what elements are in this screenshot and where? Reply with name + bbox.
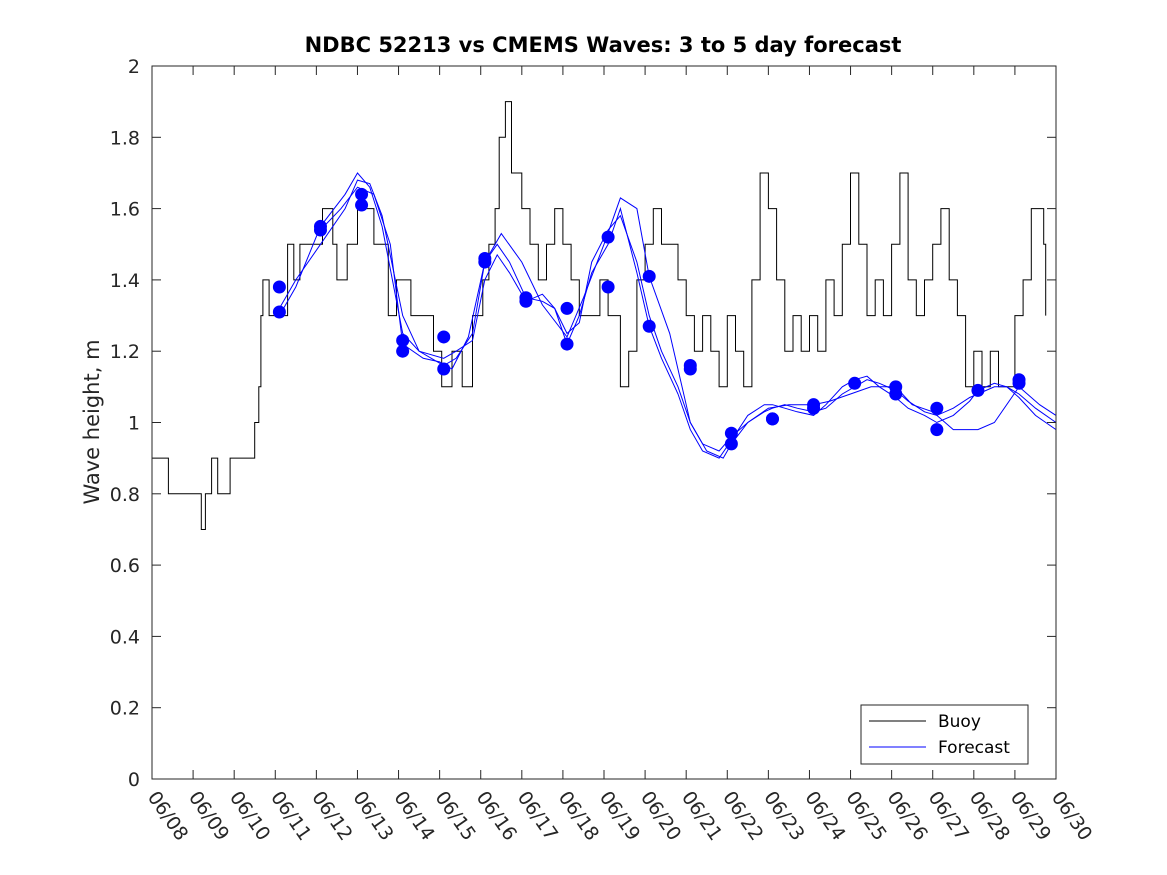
y-tick-label: 0.8 (110, 484, 140, 506)
forecast-point (396, 344, 410, 358)
forecast-point (642, 319, 656, 333)
plot-dots (272, 187, 1026, 451)
legend: Buoy Forecast (860, 704, 1029, 765)
y-axis: 0 0.2 0.4 0.6 0.8 1 1.2 1.4 1.6 1.8 2 (110, 56, 1056, 791)
series-forecast-line (278, 179, 1057, 452)
forecast-point (560, 337, 574, 351)
y-tick-label: 0 (128, 769, 140, 791)
forecast-point (724, 437, 738, 451)
forecast-point (272, 280, 286, 294)
legend-forecast-label: Forecast (938, 738, 1010, 758)
forecast-point (642, 269, 656, 283)
forecast-point (724, 426, 738, 440)
forecast-point (1012, 373, 1026, 387)
y-tick-label: 1 (128, 413, 140, 435)
forecast-point (683, 358, 697, 372)
forecast-point (272, 305, 286, 319)
forecast-point (848, 376, 862, 390)
plot-area (152, 66, 1056, 779)
forecast-point (355, 187, 369, 201)
forecast-point (560, 301, 574, 315)
forecast-point (601, 230, 615, 244)
forecast-point (396, 334, 410, 348)
legend-box (860, 704, 1029, 765)
y-tick-label: 0.2 (110, 698, 140, 720)
forecast-point (355, 198, 369, 212)
y-tick-label: 0.4 (110, 626, 140, 648)
forecast-point (601, 280, 615, 294)
forecast-point (971, 383, 985, 397)
forecast-point (437, 330, 451, 344)
y-tick-label: 0.6 (110, 555, 140, 577)
forecast-point (889, 380, 903, 394)
forecast-point (478, 252, 492, 266)
chart-title: NDBC 52213 vs CMEMS Waves: 3 to 5 day fo… (305, 33, 902, 57)
legend-buoy-label: Buoy (938, 712, 981, 732)
y-tick-label: 1.2 (110, 341, 140, 363)
plot-lines (152, 101, 1057, 530)
forecast-point (930, 423, 944, 437)
forecast-point (765, 412, 779, 426)
y-tick-label: 1.8 (110, 127, 140, 149)
series-buoy-line (152, 101, 1047, 530)
y-axis-label: Wave height, m (80, 339, 104, 504)
series-forecast-trace-2 (320, 186, 1057, 459)
y-tick-label: 2 (128, 56, 140, 78)
series-forecast-trace-1 (278, 172, 1057, 459)
forecast-point (930, 401, 944, 415)
y-tick-label: 1.4 (110, 270, 140, 292)
forecast-point (519, 291, 533, 305)
forecast-point (437, 362, 451, 376)
forecast-point (313, 219, 327, 233)
forecast-point (807, 398, 821, 412)
y-tick-label: 1.6 (110, 199, 140, 221)
